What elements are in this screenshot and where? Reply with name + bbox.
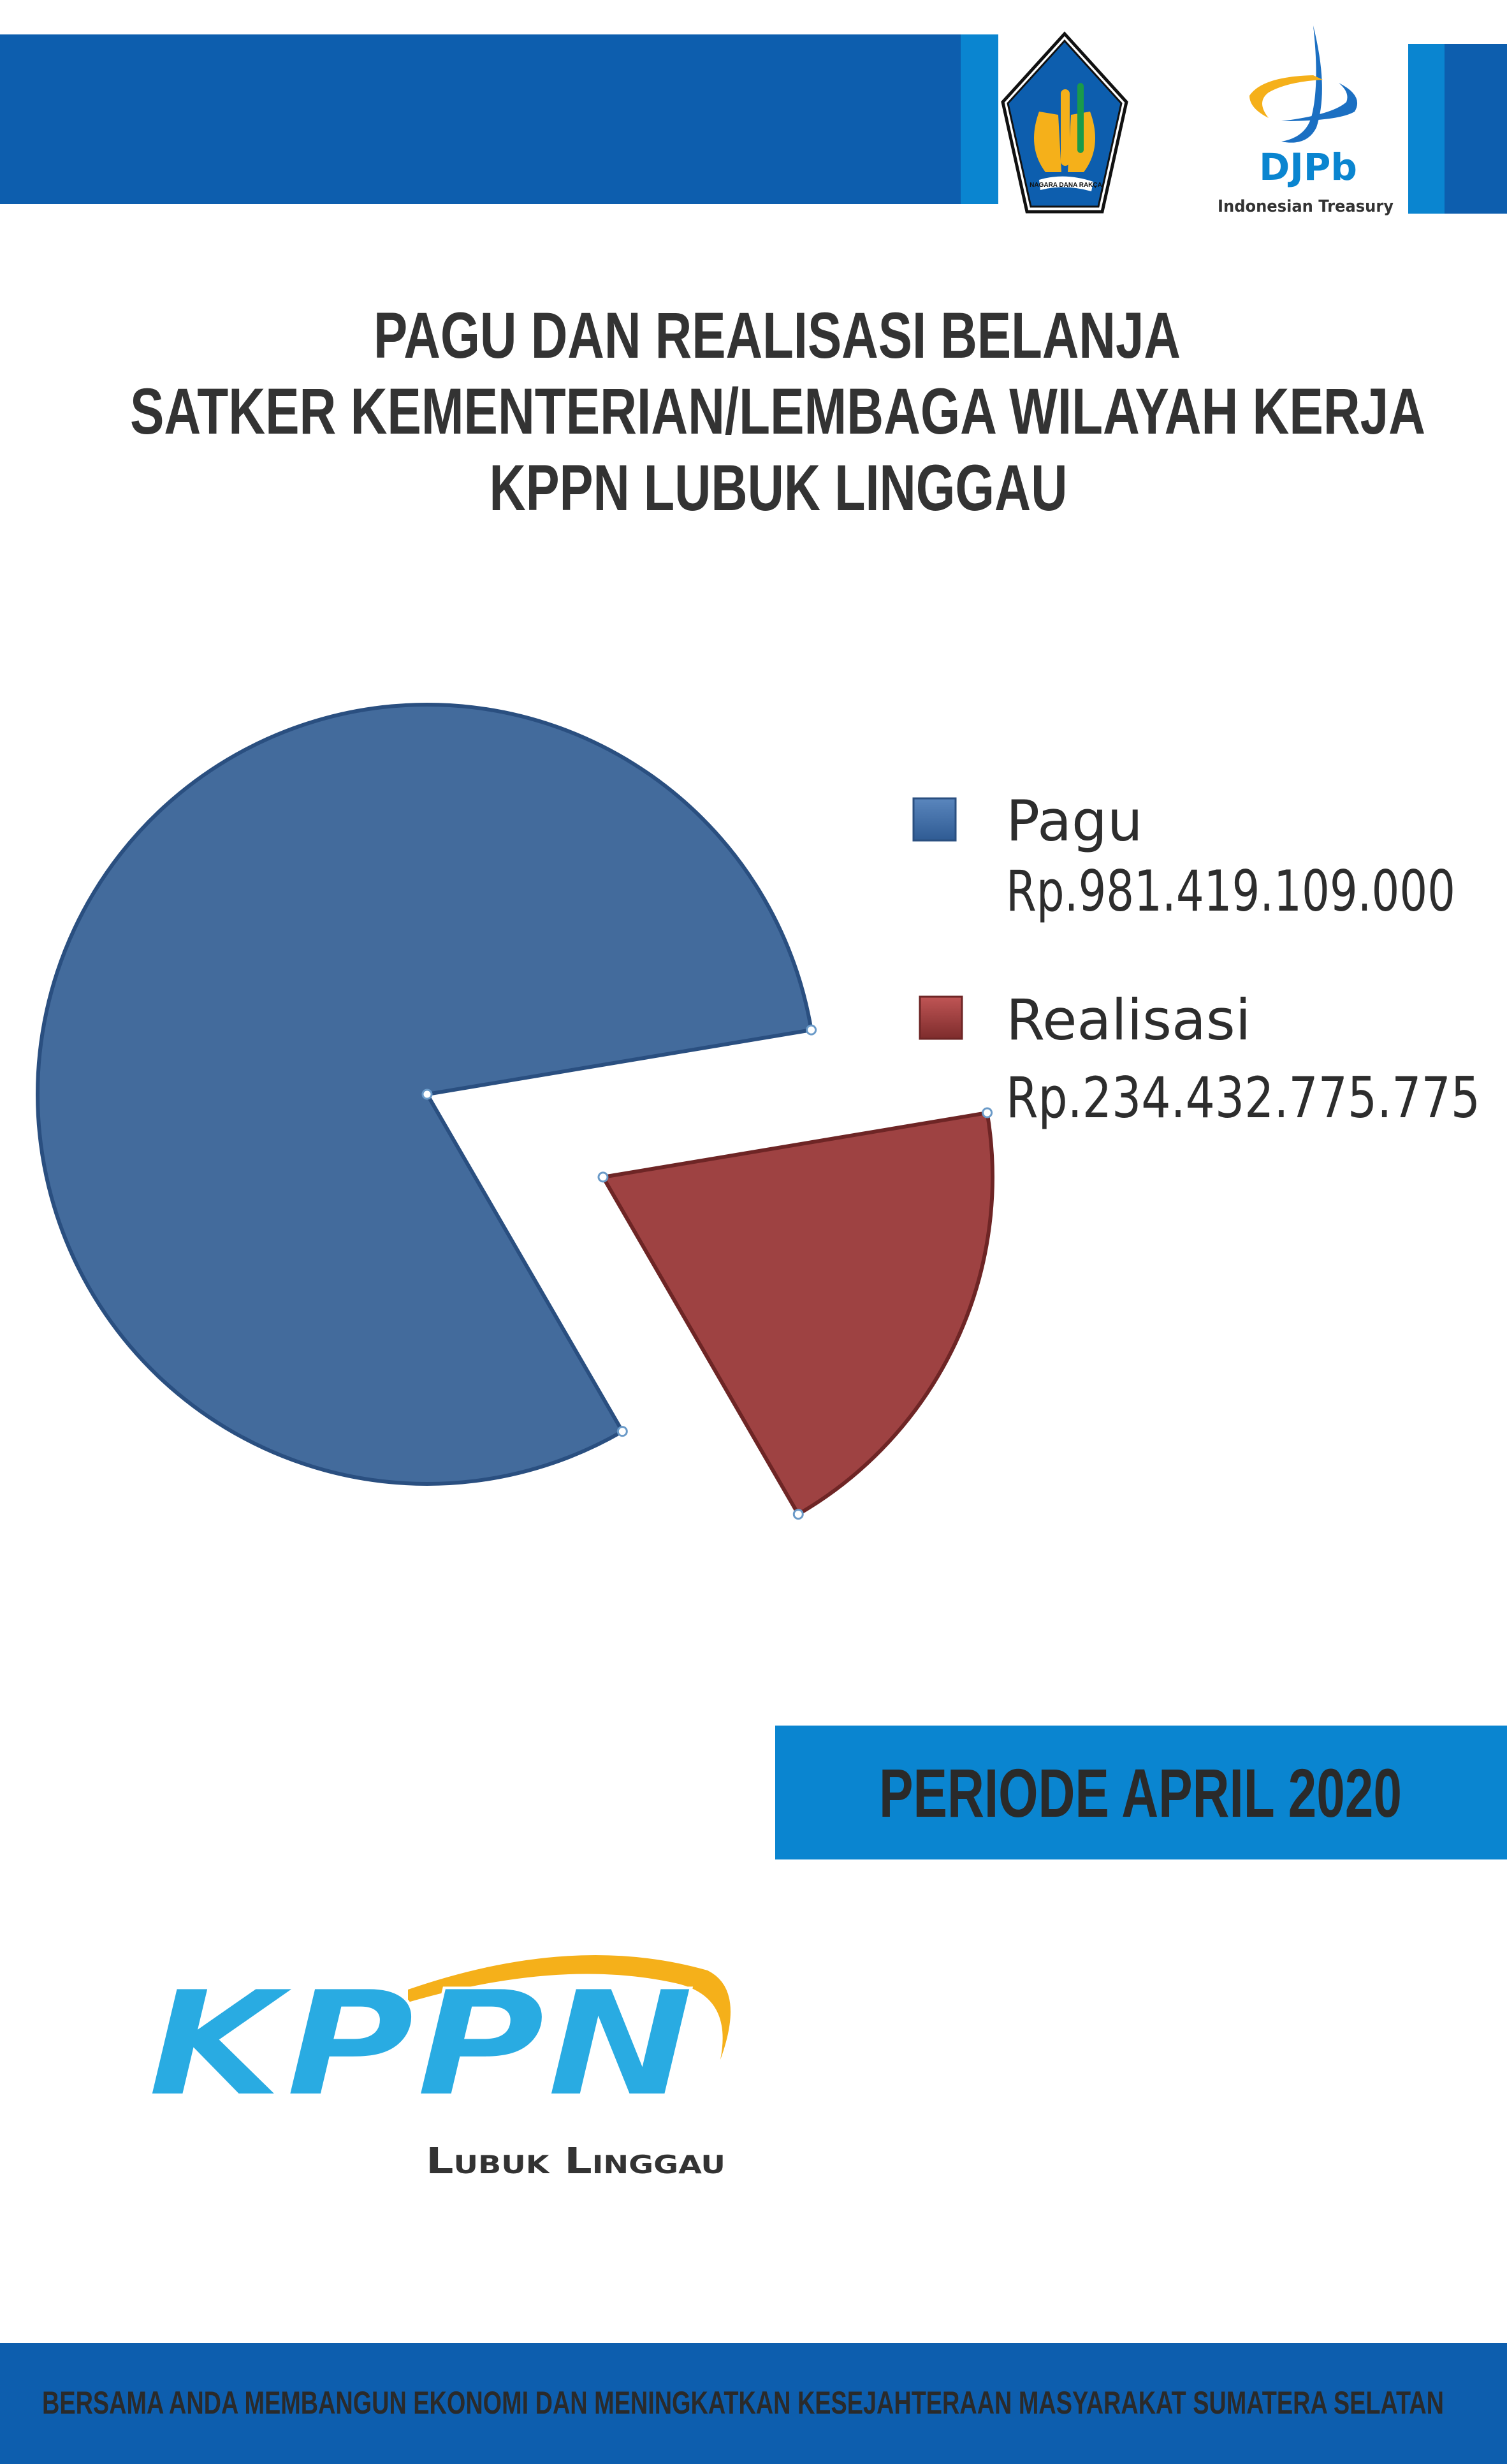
- pie-slice-realisasi: [600, 1110, 994, 1517]
- footer-slogan: BERSAMA ANDA MEMBANGUN EKONOMI DAN MENIN…: [42, 2385, 1444, 2421]
- legend-label-realisasi: Realisasi: [1006, 987, 1251, 1053]
- legend-value-realisasi: Rp.234.432.775.775: [1006, 1065, 1480, 1131]
- footer-bar: BERSAMA ANDA MEMBANGUN EKONOMI DAN MENIN…: [0, 2343, 1507, 2464]
- chart-title-line-1: PAGU DAN REALISASI BELANJA: [374, 299, 1181, 372]
- pie-handle: [597, 1171, 609, 1183]
- djpb-tagline: Indonesian Treasury: [1218, 197, 1394, 216]
- period-box: PERIODE APRIL 2020: [775, 1726, 1507, 1859]
- legend-item-pagu: Pagu Rp.981.419.109.000: [912, 788, 1455, 924]
- chart-title-line-3: KPPN LUBUK LINGGAU: [490, 451, 1068, 524]
- kemenkeu-motto: NAGARA DANA RAKÇA: [1030, 182, 1102, 189]
- kppn-logo: KPPN Lubuk Linggau: [145, 1955, 731, 2182]
- djpb-name: DJPb: [1259, 145, 1357, 189]
- legend-swatch-pagu: [912, 797, 957, 842]
- pie-handle: [806, 1024, 817, 1036]
- kppn-logo-name: KPPN: [147, 1960, 695, 2130]
- djpb-logo: DJPb Indonesian Treasury: [1218, 26, 1394, 216]
- legend-label-pagu: Pagu: [1006, 788, 1143, 854]
- pie-handle: [421, 1089, 433, 1100]
- legend-item-realisasi: Realisasi Rp.234.432.775.775: [919, 987, 1480, 1131]
- legend-swatch-realisasi: [919, 995, 963, 1040]
- pie-handle: [982, 1107, 993, 1118]
- legend-value-pagu: Rp.981.419.109.000: [1006, 858, 1455, 924]
- kppn-logo-office: Lubuk Linggau: [426, 2141, 725, 2182]
- pie-handle: [616, 1426, 628, 1437]
- period-label: PERIODE APRIL 2020: [879, 1754, 1402, 1831]
- legend: Pagu Rp.981.419.109.000 Realisasi Rp.234…: [912, 788, 1480, 1131]
- pie-chart: [36, 703, 994, 1520]
- header-bar: [0, 34, 1507, 214]
- pie-handle: [792, 1509, 804, 1520]
- chart-title-line-2: SATKER KEMENTERIAN/LEMBAGA WILAYAH KERJA: [130, 375, 1425, 448]
- kemenkeu-logo: NAGARA DANA RAKÇA: [1001, 31, 1128, 214]
